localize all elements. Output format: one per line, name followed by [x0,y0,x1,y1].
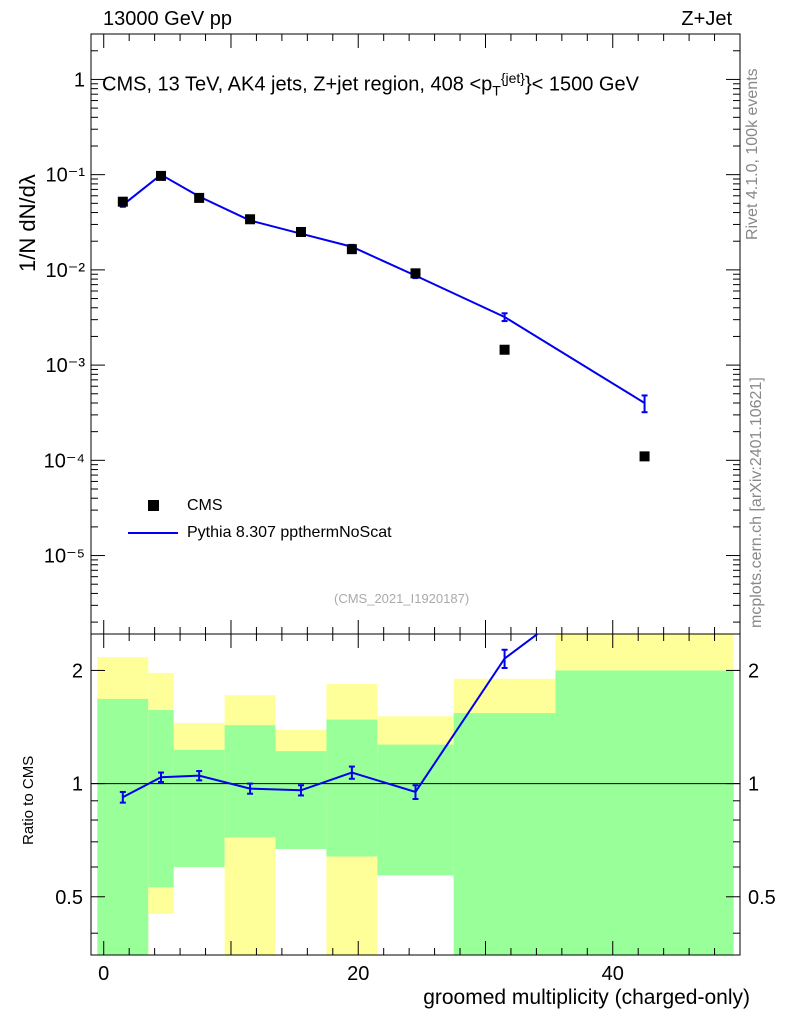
x-axis-label: groomed multiplicity (charged-only) [423,986,750,1009]
green-band-0 [97,698,149,955]
green-band-7 [453,713,556,955]
ratio-bands [97,634,734,955]
green-band-1 [148,709,174,888]
main-y-axis-label: 1/N dN/dλ [15,174,40,272]
green-band-6 [377,744,454,876]
x-tick-label-2: 40 [602,963,624,985]
analysis-watermark: (CMS_2021_I1920187) [334,591,470,606]
mc-line [122,173,646,404]
main-y-tick-label-4: 10⁻¹ [46,165,86,187]
data-point-3 [245,214,256,225]
ratio-y-tick-label-2: 2 [72,660,83,682]
ratio-y-tick-label-0: 0.5 [55,887,83,909]
rivet-label: Rivet 4.1.0, 100k events [744,68,761,240]
data-point-2 [194,192,205,203]
x-tick-label-0: 0 [98,963,109,985]
green-band-5 [326,719,378,857]
data-point-7 [499,344,510,355]
data-point-6 [410,268,421,279]
data-point-4 [295,226,306,237]
legend-mc-label: Pythia 8.307 ppthermNoScat [187,524,392,541]
data-point-8 [639,451,650,462]
ratio-y-tick-label-1: 1 [72,774,83,796]
data-point-0 [117,196,128,207]
main-frame [90,33,741,635]
x-tick-label-1: 20 [347,963,369,985]
plot-title: CMS, 13 TeV, AK4 jets, Z+jet region, 408… [102,70,639,99]
legend-data-marker [148,500,159,511]
ratio-frame [90,633,741,956]
green-band-2 [173,749,225,867]
green-band-3 [224,725,276,838]
main-y-tick-label-5: 1 [74,69,85,91]
main-y-tick-label-3: 10⁻² [46,260,86,282]
ratio-y-tick-label-right-2: 2 [748,660,759,682]
main-y-tick-label-1: 10⁻⁴ [44,450,85,472]
main-y-tick-label-0: 10⁻⁵ [44,546,85,568]
main-y-tick-label-2: 10⁻³ [46,355,86,377]
legend-data-label: CMS [187,497,223,514]
ratio-mc-group [119,634,540,804]
green-band-8 [555,670,734,955]
ratio-y-axis-label: Ratio to CMS [20,755,37,845]
ratio-y-tick-label-right-0: 0.5 [748,887,776,909]
green-band-4 [275,751,327,849]
data-point-5 [346,244,357,255]
header-left: 13000 GeV pp [103,8,232,30]
header-right: Z+Jet [681,8,732,30]
mcplots-label: mcplots.cern.ch [arXiv:2401.10621] [748,377,765,628]
data-point-1 [155,170,166,181]
ratio-y-tick-label-right-1: 1 [748,774,759,796]
